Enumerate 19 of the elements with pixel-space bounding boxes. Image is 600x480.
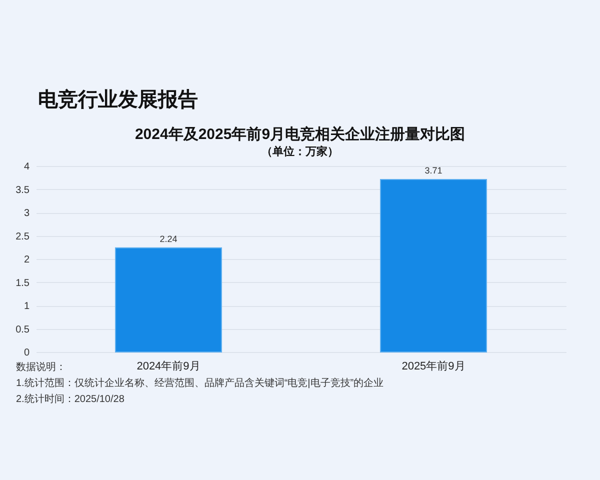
y-tick-label: 2.5 bbox=[16, 231, 30, 242]
y-tick-label: 4 bbox=[24, 162, 30, 172]
y-tick-label: 3 bbox=[24, 208, 30, 219]
text: 1.统计范围：仅统计企业名称、经营范围、品牌产品含关键词“电竞|电子竞技”的企业 bbox=[16, 377, 384, 389]
y-tick-label: 1 bbox=[24, 301, 30, 312]
y-tick-label: 0 bbox=[24, 348, 30, 358]
data-label: 3.71 bbox=[424, 165, 442, 176]
text: 数据说明： bbox=[16, 361, 66, 373]
y-tick-label: 0.5 bbox=[16, 324, 30, 336]
chart-subtitle: （单位：万家） bbox=[262, 145, 338, 158]
data-label: 2.24 bbox=[160, 234, 178, 244]
y-tick-label: 2 bbox=[24, 254, 30, 266]
x-tick-label: 2025年前9月 bbox=[402, 360, 466, 372]
y-tick-label: 3.5 bbox=[16, 184, 30, 196]
text: 电竞行业发展报告 bbox=[38, 88, 198, 111]
text: 2.统计时间：2025/10/28 bbox=[16, 393, 125, 405]
y-tick-label: 1.5 bbox=[16, 278, 30, 289]
x-tick-label: 2024年前9月 bbox=[136, 360, 200, 372]
chart-title: 2024年及2025年前9月电竞相关企业注册量对比图 bbox=[134, 125, 466, 143]
